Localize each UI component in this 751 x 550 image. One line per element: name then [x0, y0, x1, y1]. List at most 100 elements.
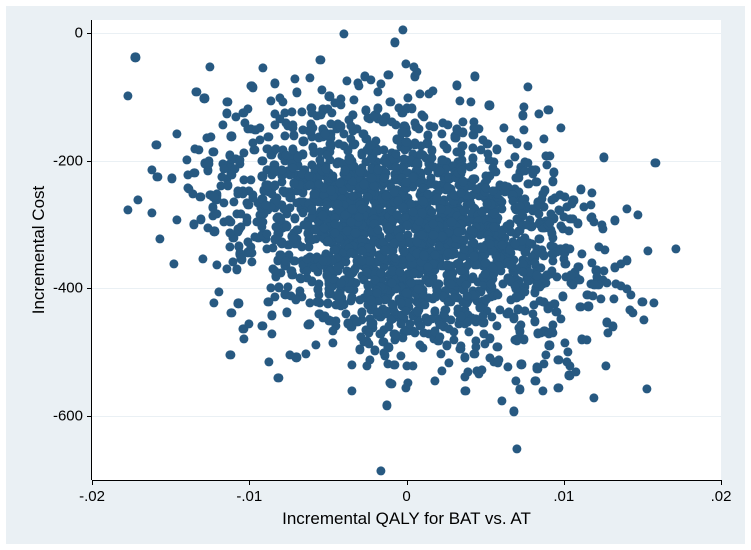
- scatter-point: [386, 97, 395, 106]
- scatter-point: [255, 136, 264, 145]
- scatter-point: [196, 193, 205, 202]
- scatter-point: [415, 89, 424, 98]
- scatter-point: [226, 242, 235, 251]
- scatter-point: [452, 81, 461, 90]
- chart-panel: -.02-.010.01.02-600-400-2000 Incremental…: [6, 6, 745, 544]
- scatter-point: [423, 131, 432, 140]
- scatter-point: [444, 358, 453, 367]
- scatter-point: [357, 308, 366, 317]
- scatter-point: [239, 109, 248, 118]
- scatter-point: [247, 248, 256, 257]
- scatter-point: [461, 386, 470, 395]
- scatter-point: [353, 317, 362, 326]
- scatter-point: [258, 321, 267, 330]
- y-tick-mark: [87, 288, 92, 289]
- scatter-point: [123, 92, 132, 101]
- scatter-point: [379, 117, 388, 126]
- y-tick-mark: [87, 33, 92, 34]
- scatter-point: [639, 316, 648, 325]
- scatter-point: [561, 259, 570, 268]
- scatter-point: [248, 257, 257, 266]
- scatter-point: [557, 124, 566, 133]
- scatter-point: [549, 177, 558, 186]
- scatter-point: [424, 89, 433, 98]
- scatter-point: [505, 159, 514, 168]
- scatter-point: [545, 341, 554, 350]
- scatter-point: [414, 124, 423, 133]
- scatter-point: [328, 327, 337, 336]
- scatter-point: [419, 112, 428, 121]
- scatter-point: [552, 272, 561, 281]
- scatter-point: [365, 328, 374, 337]
- scatter-point: [576, 303, 585, 312]
- scatter-point: [418, 343, 427, 352]
- scatter-point: [267, 329, 276, 338]
- scatter-point: [485, 335, 494, 344]
- y-tick-mark: [87, 416, 92, 417]
- chart-outer: -.02-.010.01.02-600-400-2000 Incremental…: [0, 0, 751, 550]
- scatter-point: [209, 148, 218, 157]
- scatter-point: [589, 393, 598, 402]
- scatter-point: [297, 107, 306, 116]
- scatter-point: [564, 226, 573, 235]
- y-axis-line: [91, 20, 92, 480]
- scatter-point: [509, 407, 518, 416]
- scatter-point: [236, 223, 245, 232]
- scatter-point: [373, 104, 382, 113]
- scatter-point: [431, 292, 440, 301]
- scatter-point: [258, 156, 267, 165]
- scatter-point: [512, 139, 521, 148]
- scatter-point: [264, 357, 273, 366]
- scatter-point: [571, 367, 580, 376]
- y-axis-title: Incremental Cost: [29, 186, 49, 315]
- x-axis-title: Incremental QALY for BAT vs. AT: [282, 509, 531, 529]
- scatter-point: [643, 246, 652, 255]
- scatter-point: [214, 287, 223, 296]
- scatter-point: [420, 301, 429, 310]
- scatter-point: [493, 290, 502, 299]
- scatter-point: [283, 282, 292, 291]
- scatter-point: [442, 341, 451, 350]
- x-tick-label: -.02: [79, 488, 105, 505]
- scatter-point: [554, 383, 563, 392]
- scatter-point: [287, 108, 296, 117]
- scatter-point: [304, 320, 313, 329]
- x-tick-mark: [721, 480, 722, 485]
- scatter-point: [227, 170, 236, 179]
- scatter-point: [535, 109, 544, 118]
- scatter-point: [328, 338, 337, 347]
- scatter-point: [492, 321, 501, 330]
- scatter-point: [209, 298, 218, 307]
- y-tick-label: -600: [53, 408, 83, 425]
- scatter-point: [531, 165, 540, 174]
- y-tick-label: -200: [53, 152, 83, 169]
- scatter-point: [622, 204, 631, 213]
- x-tick-mark: [407, 480, 408, 485]
- scatter-point: [219, 120, 228, 129]
- x-tick-label: 0: [402, 488, 410, 505]
- scatter-point: [290, 214, 299, 223]
- scatter-point: [123, 206, 132, 215]
- scatter-point: [560, 338, 569, 347]
- scatter-point: [339, 29, 348, 38]
- scatter-point: [524, 82, 533, 91]
- scatter-point: [539, 134, 548, 143]
- scatter-point: [397, 352, 406, 361]
- scatter-point: [281, 131, 290, 140]
- scatter-point: [264, 132, 273, 141]
- scatter-point: [442, 144, 451, 153]
- scatter-point: [220, 198, 229, 207]
- scatter-point: [437, 349, 446, 358]
- scatter-point: [616, 259, 625, 268]
- scatter-point: [172, 216, 181, 225]
- scatter-point: [437, 366, 446, 375]
- scatter-point: [386, 315, 395, 324]
- x-tick-mark: [92, 480, 93, 485]
- scatter-point: [512, 336, 521, 345]
- scatter-point: [234, 299, 243, 308]
- x-tick-label: .01: [553, 488, 574, 505]
- scatter-point: [155, 234, 164, 243]
- scatter-point: [558, 292, 567, 301]
- scatter-point: [485, 101, 494, 110]
- scatter-point: [403, 93, 412, 102]
